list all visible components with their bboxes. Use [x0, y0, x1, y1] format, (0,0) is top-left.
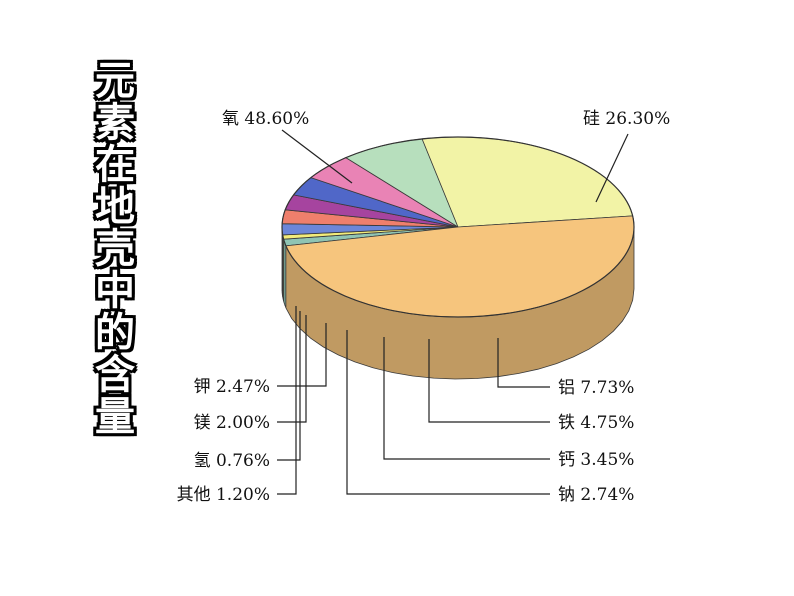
leader-line-钾 [277, 323, 327, 387]
leader-line-钠 [346, 330, 550, 495]
pie-top-faces [281, 136, 635, 318]
leader-line-铁 [428, 339, 550, 423]
pie-slice-硅 [421, 136, 634, 228]
slice-label: 氧 48.60% [222, 109, 309, 129]
page-title-char: 地 [95, 184, 135, 230]
page-title-char: 在 [95, 142, 135, 188]
slice-label: 铝 7.73% [558, 378, 634, 398]
leader-lines [277, 129, 629, 495]
page-title-char: 的 [95, 310, 135, 356]
leader-line-钙 [383, 337, 550, 460]
slice-label: 钙 3.45% [558, 450, 634, 470]
slice-label: 铁 4.75% [558, 413, 634, 433]
leader-line-其他 [277, 306, 297, 495]
page-title: 元素在地壳中的含量 [86, 60, 144, 438]
page-title-char: 元 [95, 58, 135, 104]
slice-label: 钾 2.47% [194, 377, 270, 397]
slice-label: 钠 2.74% [558, 485, 634, 505]
slice-label: 硅 26.30% [583, 109, 670, 129]
slice-label: 其他 1.20% [177, 485, 270, 505]
leader-line-氧 [281, 129, 353, 184]
leader-line-氢 [277, 311, 301, 461]
pie-outline [281, 136, 635, 318]
page-title-char: 中 [95, 268, 135, 314]
leader-line-铝 [497, 338, 550, 388]
leader-line-硅 [595, 133, 629, 203]
page-title-char: 素 [95, 100, 135, 146]
slice-label: 镁 2.00% [194, 413, 270, 433]
page-title-char: 壳 [95, 226, 135, 272]
leader-line-镁 [277, 315, 307, 423]
slice-labels: 氧 48.60% 硅 26.30% 铝 7.73% 铁 4.75% 钙 3.45% 钠 2… [177, 109, 671, 505]
slice-label: 氢 0.76% [194, 451, 270, 471]
page-title-char: 含 [95, 352, 135, 398]
page-title-char: 量 [95, 394, 135, 440]
